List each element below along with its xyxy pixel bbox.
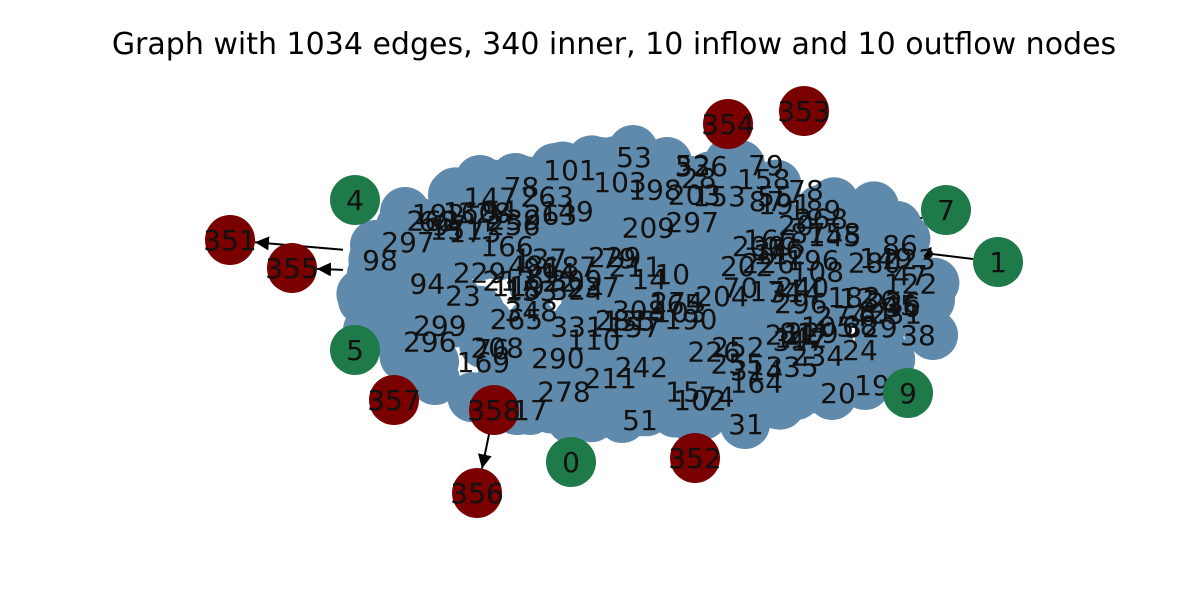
inner-node-label: 149 (540, 195, 593, 228)
inner-node-label: 209 (622, 212, 675, 245)
inner-node-label: 103 (653, 296, 706, 329)
outflow-node-label: 357 (367, 384, 420, 417)
inner-node-label: 15 (665, 376, 701, 409)
inflow-node-label: 1 (989, 246, 1007, 279)
inner-node (338, 275, 388, 325)
inflow-node-label: 4 (346, 184, 364, 217)
inner-node-label: 87 (790, 217, 826, 250)
inner-node-label: 137 (514, 243, 567, 276)
inner-node-label: 151 (430, 213, 483, 246)
inner-node-label: 211 (583, 362, 636, 395)
inner-node-label: 297 (381, 226, 434, 259)
inner-node-label: 164 (730, 367, 783, 400)
outflow-node-label: 355 (265, 252, 318, 285)
inner-node-label: 51 (622, 404, 658, 437)
inner-node-label: 20 (820, 377, 856, 410)
inner-node-label: 299 (413, 309, 466, 342)
inner-node-label: 79 (601, 242, 637, 275)
inner-node-label: 203 (668, 179, 721, 212)
graph-title: Graph with 1034 edges, 340 inner, 10 inf… (112, 27, 1116, 62)
outflow-node-label: 352 (668, 442, 721, 475)
inflow-node-label: 9 (899, 377, 917, 410)
inner-node-label: 226 (867, 286, 920, 319)
inner-node-label: 94 (409, 268, 445, 301)
inner-node-label: 226 (687, 336, 740, 369)
inner-node-label: 331 (550, 310, 603, 343)
outflow-node-label: 351 (203, 224, 256, 257)
outflow-node-label: 356 (450, 477, 503, 510)
inner-node-label: 229 (453, 257, 506, 290)
inflow-node-label: 0 (562, 446, 580, 479)
outflow-node-label: 354 (701, 108, 754, 141)
inner-node-label: 158 (737, 163, 790, 196)
outflow-node-label: 358 (467, 394, 520, 427)
inner-node-label: 324 (550, 274, 603, 307)
inner-node-label: 290 (531, 342, 584, 375)
inner-node-label: 317 (773, 325, 826, 358)
edge-arrow (317, 269, 343, 270)
inner-node-label: 94 (481, 194, 517, 227)
inner-node-label: 169 (457, 346, 510, 379)
outflow-node-label: 353 (777, 95, 830, 128)
inner-node-label: 166 (743, 224, 796, 257)
inner-node-label: 135 (602, 305, 655, 338)
inflow-node-label: 5 (346, 334, 364, 367)
inflow-node-label: 7 (937, 194, 955, 227)
